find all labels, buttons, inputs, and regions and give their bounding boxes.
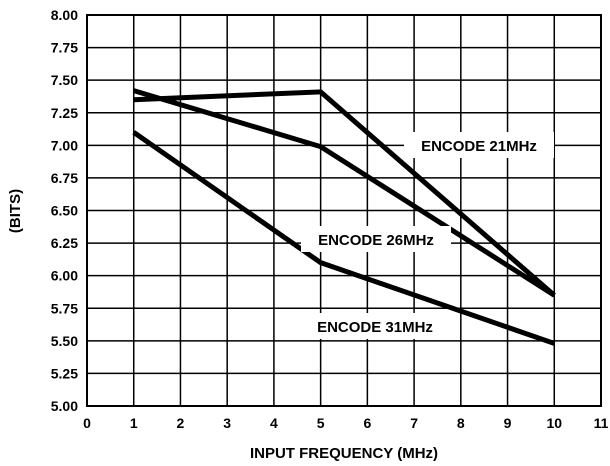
y-tick-7.75: 7.75 [51,40,78,56]
x-tick-11: 11 [594,415,609,431]
y-tick-6.50: 6.50 [51,203,78,219]
grid [86,14,602,407]
y-tick-8.00: 8.00 [51,7,78,23]
y-tick-7.00: 7.00 [51,137,78,153]
series-labels: ENCODE 21MHz ENCODE 26MHz ENCODE 31MHz [294,132,554,339]
x-tick-2: 2 [177,415,185,431]
y-axis-ticks: 5.00 5.25 5.50 5.75 6.00 6.25 6.50 6.75 7.00 7.25… [51,7,78,414]
x-tick-6: 6 [363,415,371,431]
y-tick-5.50: 5.50 [51,333,78,349]
series-line-2 [133,88,556,298]
y-tick-7.25: 7.25 [51,105,78,121]
x-tick-3: 3 [223,415,231,431]
series-label-bg-1 [404,132,554,158]
x-tick-8: 8 [457,415,465,431]
x-tick-10: 10 [546,415,562,431]
y-tick-6.25: 6.25 [51,235,78,251]
x-axis-ticks: 0 1 2 3 4 5 6 7 8 9 10 11 [83,415,609,431]
y-tick-6.00: 6.00 [51,268,78,284]
x-tick-4: 4 [270,415,278,431]
series-label-2: ENCODE 26MHz [301,226,451,252]
x-tick-1: 1 [130,415,138,431]
x-axis-label: INPUT FREQUENCY (MHz) [250,445,438,462]
series-label-bg-3 [294,313,456,339]
series-label-text-2: ENCODE 26MHz [318,232,434,249]
x-tick-7: 7 [410,415,418,431]
x-tick-9: 9 [504,415,512,431]
y-tick-5.25: 5.25 [51,365,78,381]
y-tick-5.75: 5.75 [51,300,78,316]
series-label-text-1: ENCODE 21MHz [421,138,537,155]
y-tick-5.00: 5.00 [51,398,78,414]
series-label-bg-2 [301,226,451,252]
plot-frame [86,14,602,407]
x-tick-5: 5 [317,415,325,431]
y-tick-6.75: 6.75 [51,170,78,186]
y-axis-label: (BITS) [7,189,24,233]
series-label-1: ENCODE 21MHz [404,132,554,158]
x-tick-0: 0 [83,415,91,431]
series-label-3: ENCODE 31MHz [294,313,456,339]
y-tick-7.50: 7.50 [51,72,78,88]
series-lines [132,88,556,346]
series-line-3 [132,130,556,346]
series-line-1 [133,89,556,298]
series-label-text-3: ENCODE 31MHz [317,319,433,336]
